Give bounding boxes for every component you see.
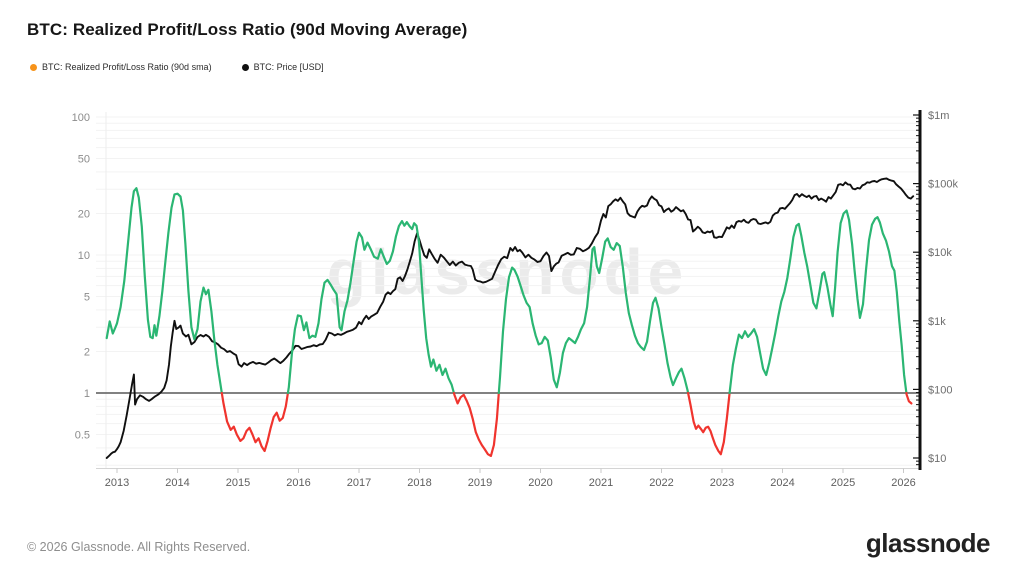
x-axis-tick-label: 2017 (347, 477, 371, 489)
x-axis-tick-label: 2016 (286, 477, 310, 489)
ratio-axis-tick-label: 1 (84, 388, 90, 400)
ratio-line-below-1 (686, 391, 731, 456)
legend: BTC: Realized Profit/Loss Ratio (90d sma… (30, 62, 324, 72)
ratio-line-above-1 (105, 187, 223, 395)
x-axis-tick-label: 2013 (105, 477, 129, 489)
glassnode-logo: glassnode (865, 528, 991, 558)
ratio-axis-tick-label: 2 (84, 346, 90, 358)
x-axis-tick-label: 2014 (165, 477, 189, 489)
ratio-axis-tick-label: 5 (84, 292, 90, 304)
x-axis-tick-label: 2023 (710, 477, 734, 489)
price-axis-tick-label: $100k (928, 179, 958, 191)
price-axis-tick-label: $100 (928, 384, 952, 396)
x-axis-tick-label: 2019 (468, 477, 492, 489)
x-axis-tick-label: 2022 (649, 477, 673, 489)
x-axis-tick-label: 2024 (770, 477, 794, 489)
x-axis-tick-label: 2015 (226, 477, 250, 489)
price-line (105, 177, 915, 459)
legend-item-price[interactable]: BTC: Price [USD] (241, 62, 324, 72)
legend-dot (30, 63, 37, 71)
ratio-line-below-1 (220, 391, 289, 453)
ratio-line-above-1 (497, 237, 690, 395)
ratio-axis-tick-label: 100 (72, 112, 90, 124)
ratio-line-above-1 (286, 220, 455, 395)
ratio-line-below-1 (905, 391, 913, 405)
x-axis-tick-label: 2021 (589, 477, 613, 489)
legend-label: BTC: Price [USD] (253, 62, 324, 72)
legend-item-ratio[interactable]: BTC: Realized Profit/Loss Ratio (90d sma… (30, 62, 212, 72)
price-axis-tick-label: $10 (928, 453, 946, 465)
page-title: BTC: Realized Profit/Loss Ratio (90d Mov… (27, 20, 468, 39)
x-axis-tick-label: 2026 (891, 477, 915, 489)
series (105, 177, 915, 459)
legend-label: BTC: Realized Profit/Loss Ratio (90d sma… (42, 62, 212, 72)
ratio-axis-tick-label: 10 (78, 250, 90, 262)
x-axis-tick-label: 2020 (528, 477, 552, 489)
ratio-axis-tick-label: 20 (78, 208, 90, 220)
x-axis-tick-label: 2018 (407, 477, 431, 489)
ratio-axis-tick-label: 50 (78, 154, 90, 166)
x-axis-tick-label: 2025 (831, 477, 855, 489)
axis-labels: 2013 2014 2015 2016 2017 2018 2019 2020 2021 2022… (72, 110, 959, 489)
price-axis-tick-label: $1m (928, 110, 949, 122)
copyright-text: © 2026 Glassnode. All Rights Reserved. (27, 540, 251, 554)
ratio-line-above-1 (728, 209, 908, 395)
axes (96, 110, 922, 473)
price-axis-tick-label: $1k (928, 316, 946, 328)
ratio-axis-tick-label: 0.5 (75, 430, 90, 442)
price-axis-tick-label: $10k (928, 247, 952, 259)
ratio-line-below-1 (452, 391, 500, 457)
legend-dot (241, 63, 249, 71)
